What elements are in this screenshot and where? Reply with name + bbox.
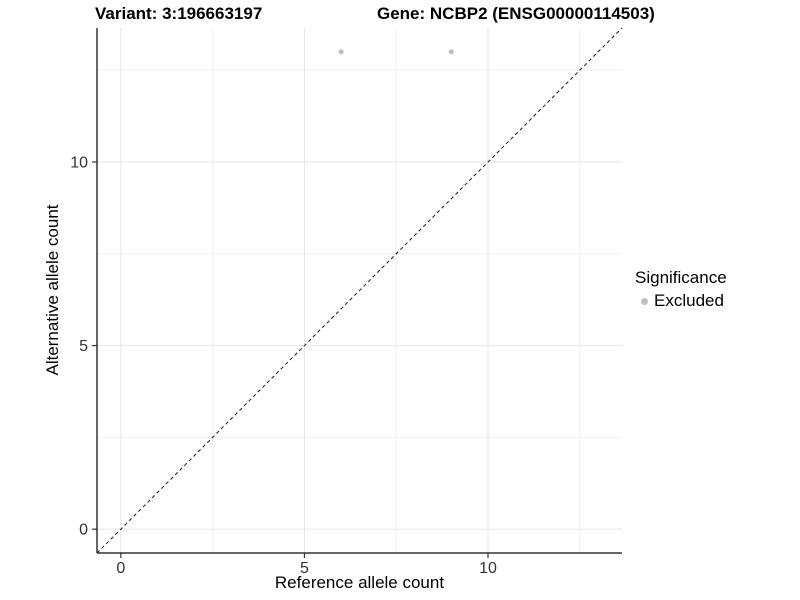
legend: Significance Excluded — [635, 268, 727, 311]
excluded-point-icon — [641, 297, 648, 305]
x-tick-label: 5 — [300, 560, 309, 577]
legend-title: Significance — [635, 268, 727, 287]
legend-item-label: Excluded — [654, 291, 724, 310]
data-point-excluded — [448, 49, 454, 55]
y-axis-label: Alternative allele count — [43, 204, 62, 376]
identity-dashed-line — [96, 27, 623, 554]
y-tick-label: 10 — [70, 155, 88, 172]
x-tick-label: 10 — [479, 560, 497, 577]
y-tick-label: 5 — [79, 338, 88, 355]
variant-title: Variant: 3:196663197 — [95, 4, 263, 23]
legend-item-excluded: Excluded — [641, 291, 727, 311]
data-point-excluded — [338, 49, 344, 55]
x-axis-label: Reference allele count — [274, 573, 445, 592]
gene-title: Gene: NCBP2 (ENSG00000114503) — [377, 4, 655, 23]
x-tick-label: 0 — [116, 560, 125, 577]
y-tick-label: 0 — [79, 522, 88, 539]
